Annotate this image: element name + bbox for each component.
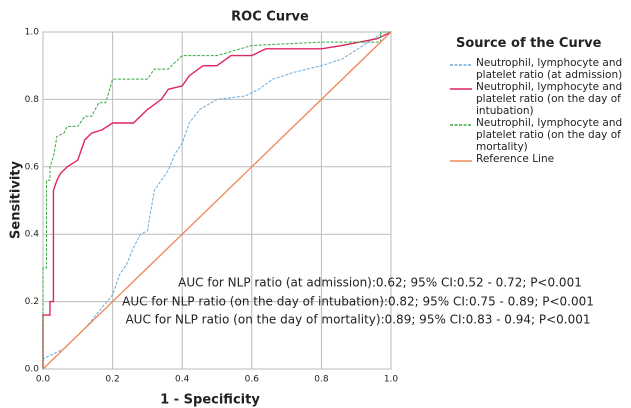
- roc-line: [42, 31, 392, 370]
- y-tick-label: 0.2: [25, 297, 39, 307]
- y-tick-label: 0.0: [25, 365, 40, 375]
- x-tick-label: 0.6: [245, 375, 260, 385]
- legend-item: Neutrophil, lymphocyte and platelet rati…: [450, 81, 630, 117]
- roc-line: [42, 31, 391, 369]
- x-axis-label: 1 - Specificity: [160, 393, 260, 408]
- y-tick-label: 0.6: [25, 162, 40, 172]
- x-tick-label: 1.0: [384, 375, 399, 385]
- roc-line: [42, 31, 391, 369]
- legend-item: Neutrophil, lymphocyte and platelet rati…: [450, 57, 630, 81]
- chart-title: ROC Curve: [231, 10, 309, 25]
- legend: Source of the Curve Neutrophil, lymphocy…: [450, 36, 630, 165]
- annotation: AUC for NLP ratio (at admission):0.62; 9…: [178, 276, 582, 290]
- legend-label: Reference Line: [476, 153, 555, 165]
- legend-item: Reference Line: [450, 153, 630, 165]
- legend-swatch: [450, 64, 472, 66]
- legend-label: Neutrophil, lymphocyte and platelet rati…: [476, 117, 623, 153]
- roc-line: [42, 31, 392, 369]
- y-tick-label: 0.8: [25, 95, 40, 105]
- legend-item: Neutrophil, lymphocyte and platelet rati…: [450, 117, 630, 153]
- legend-label: Neutrophil, lymphocyte and platelet rati…: [476, 81, 623, 117]
- legend-title: Source of the Curve: [456, 36, 602, 51]
- x-tick-label: 0.4: [175, 375, 190, 385]
- x-tick-label: 0.8: [314, 375, 329, 385]
- x-tick-label: 0.2: [105, 375, 119, 385]
- legend-swatch: [450, 124, 472, 126]
- annotation: AUC for NLP ratio (on the day of intubat…: [122, 295, 594, 309]
- y-tick-label: 1.0: [25, 28, 40, 38]
- annotation: AUC for NLP ratio (on the day of mortali…: [125, 313, 590, 327]
- legend-swatch: [450, 88, 472, 90]
- y-tick-label: 0.4: [25, 230, 40, 240]
- legend-label: Neutrophil, lymphocyte and platelet rati…: [476, 57, 623, 81]
- y-axis-label: Sensitivity: [9, 161, 24, 239]
- legend-swatch: [450, 160, 472, 162]
- x-tick-label: 0.0: [36, 375, 51, 385]
